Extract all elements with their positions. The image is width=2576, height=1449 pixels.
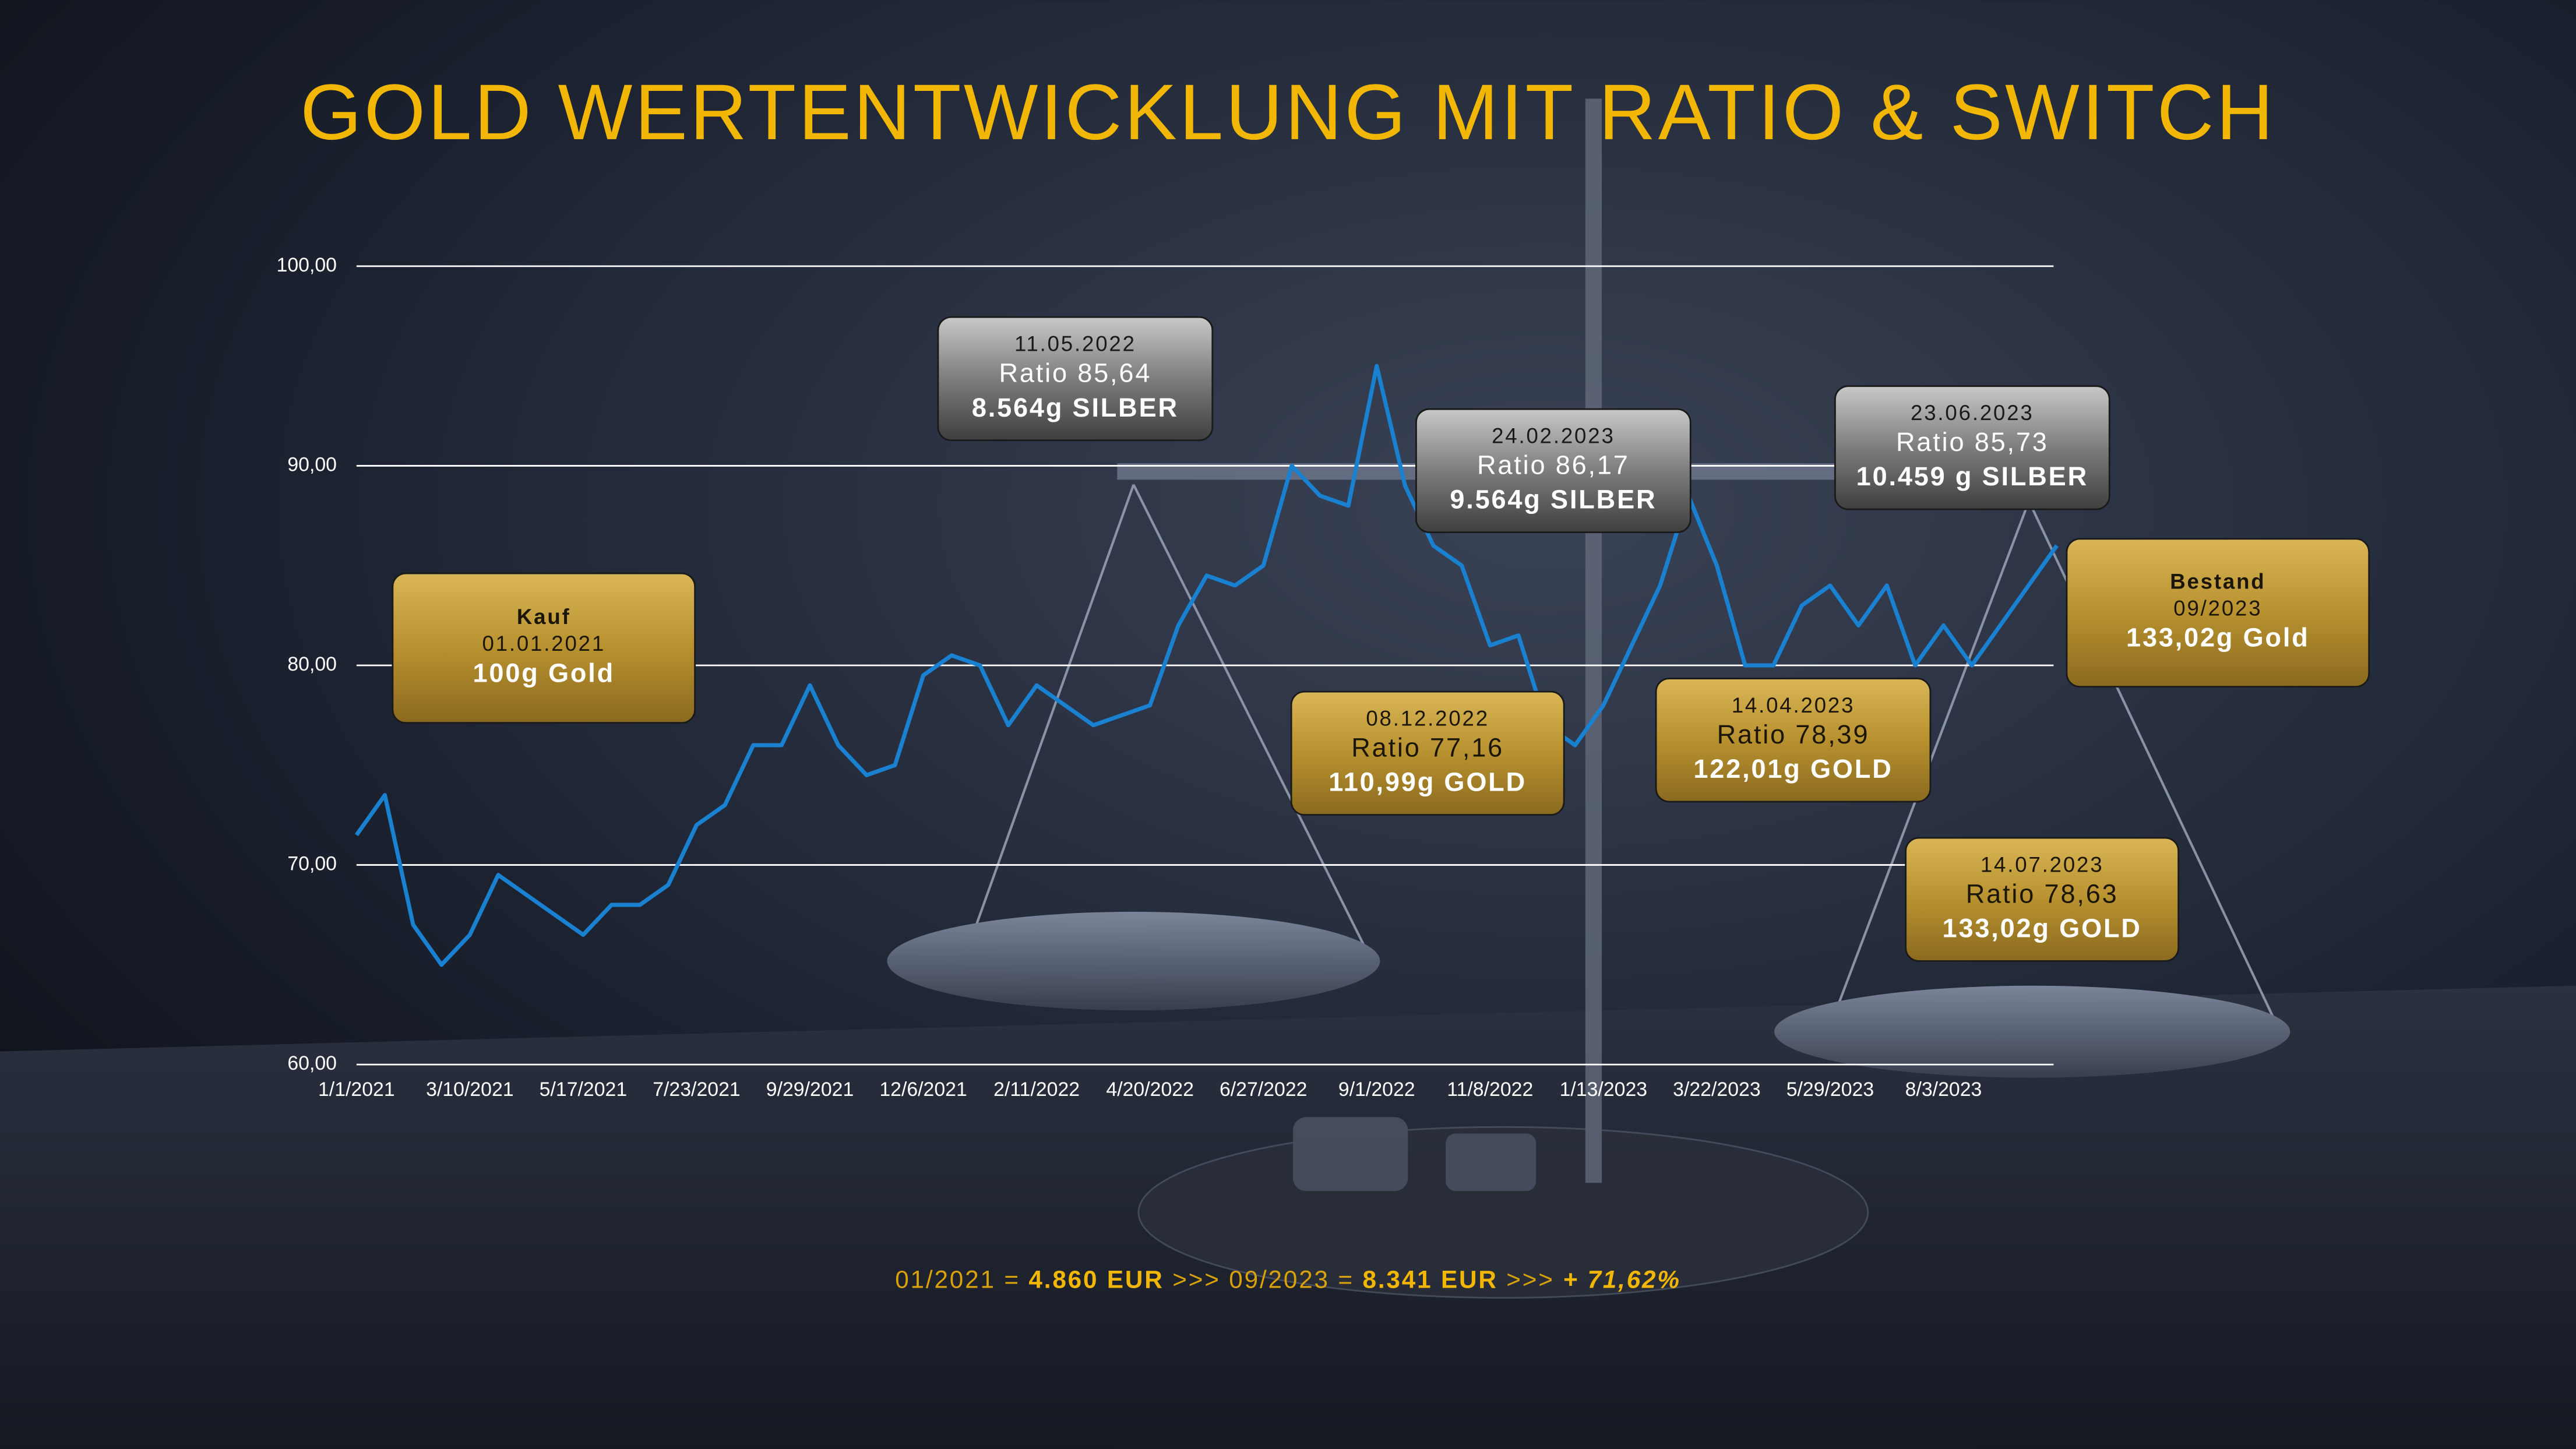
annotation-text: 110,99g GOLD <box>1328 767 1527 797</box>
chain <box>968 484 1135 946</box>
x-tick-label: 5/29/2023 <box>1786 1078 1874 1101</box>
weight <box>1446 1133 1537 1191</box>
annotation-box <box>1834 385 2110 510</box>
y-tick-label: 60,00 <box>287 1052 337 1074</box>
plot-area: 60,00 70,00 80,00 90,00 100,00 1/1/2021 3/10/2… <box>277 254 2059 1101</box>
x-tick-label: 9/1/2022 <box>1338 1078 1415 1101</box>
annotation-box <box>937 316 1214 442</box>
x-tick-label: 6/27/2022 <box>1220 1078 1308 1101</box>
annotation-text: 100g Gold <box>473 658 615 688</box>
y-tick-label: 80,00 <box>287 653 337 675</box>
x-tick-label: 9/29/2021 <box>766 1078 854 1101</box>
annotation-text: Ratio 78,63 <box>1966 879 2119 908</box>
y-tick-label: 70,00 <box>287 853 337 875</box>
chain <box>1132 484 1365 946</box>
scale-pan <box>887 911 1380 1011</box>
y-tick-label: 90,00 <box>287 453 337 475</box>
annotation-text: 9.564g SILBER <box>1450 485 1657 514</box>
footer-part: 4.860 EUR <box>1028 1265 1164 1293</box>
y-tick-label: 100,00 <box>277 254 337 276</box>
annotation-text: 133,02g Gold <box>2126 622 2310 652</box>
annotation: 24.02.2023 Ratio 86,17 9.564g SILBER <box>1415 408 1692 534</box>
scale-pillar <box>1585 98 1602 1183</box>
annotation-box <box>1415 408 1692 534</box>
footer-part: >>> 09/2023 = <box>1164 1265 1363 1293</box>
x-tick-label: 1/13/2023 <box>1560 1078 1648 1101</box>
annotation-box <box>2066 538 2370 688</box>
chart-title: GOLD WERTENTWICKLUNG MIT RATIO & SWITCH <box>300 68 2275 156</box>
annotation-text: 10.459 g SILBER <box>1856 461 2088 491</box>
annotation: 14.07.2023 Ratio 78,63 133,02g GOLD <box>1905 837 2180 962</box>
annotation: Kauf 01.01.2021 100g Gold <box>392 572 696 724</box>
annotation-text: Ratio 86,17 <box>1477 450 1630 480</box>
annotation-text: 8.564g SILBER <box>972 393 1179 422</box>
weight <box>1292 1117 1408 1191</box>
annotation-box <box>1290 690 1565 816</box>
annotation-text: 133,02g GOLD <box>1943 914 2142 943</box>
annotation-text: 14.07.2023 <box>1981 852 2104 876</box>
annotation-box <box>392 572 696 724</box>
annotation-text: 14.04.2023 <box>1732 693 1855 717</box>
data-line <box>354 364 2059 967</box>
annotation-box <box>1655 678 1932 803</box>
x-tick-label: 12/6/2021 <box>879 1078 967 1101</box>
annotation-text: Ratio 85,73 <box>1896 427 2049 457</box>
annotation-text: 11.05.2022 <box>1014 332 1136 356</box>
annotation-text: 23.06.2023 <box>1911 401 2034 425</box>
x-tick-label: 3/10/2021 <box>426 1078 514 1101</box>
annotation-text: 09/2023 <box>2173 596 2262 620</box>
footer-part: 01/2021 = <box>895 1265 1028 1293</box>
annotation-text: Ratio 77,16 <box>1351 732 1504 762</box>
x-tick-label: 8/3/2023 <box>1905 1078 1982 1101</box>
annotation-text: 122,01g GOLD <box>1693 754 1893 784</box>
annotation-box <box>1905 837 2180 962</box>
annotation-text: Ratio 85,64 <box>999 358 1151 388</box>
x-tick-label: 7/23/2021 <box>653 1078 741 1101</box>
scale-illustration <box>887 98 2290 1299</box>
annotation-text: 24.02.2023 <box>1492 424 1615 447</box>
footer-part: 8.341 EUR <box>1363 1265 1498 1293</box>
x-tick-label: 2/11/2022 <box>993 1078 1080 1101</box>
annotation-text: Kauf <box>517 605 571 629</box>
annotation-text: Ratio 78,39 <box>1717 720 1870 749</box>
annotation-text: Bestand <box>2170 570 2265 594</box>
x-tick-label: 4/20/2022 <box>1106 1078 1194 1101</box>
footer-part: + 71,62% <box>1563 1265 1680 1293</box>
annotation: 14.04.2023 Ratio 78,39 122,01g GOLD <box>1655 678 1932 803</box>
x-tick-label: 3/22/2023 <box>1673 1078 1761 1101</box>
x-tick-label: 5/17/2021 <box>540 1078 627 1101</box>
footer: 01/2021 = 4.860 EUR >>> 09/2023 = 8.341 … <box>895 1265 1681 1293</box>
x-tick-label: 11/8/2022 <box>1447 1078 1533 1101</box>
footer-part: >>> <box>1498 1265 1563 1293</box>
x-tick-label: 1/1/2021 <box>318 1078 395 1101</box>
annotation-text: 01.01.2021 <box>482 632 605 655</box>
annotation-text: 08.12.2022 <box>1366 706 1489 730</box>
scale-pan <box>1774 985 2290 1078</box>
